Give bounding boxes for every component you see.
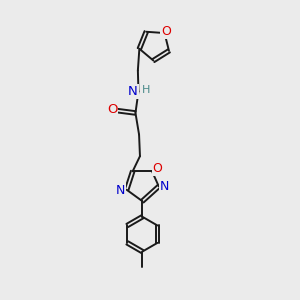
Text: O: O (161, 25, 171, 38)
Text: N: N (128, 85, 138, 98)
Text: H: H (142, 85, 150, 95)
Text: N: N (116, 184, 125, 197)
Text: N: N (160, 181, 170, 194)
Text: O: O (152, 162, 162, 176)
Text: O: O (107, 103, 117, 116)
